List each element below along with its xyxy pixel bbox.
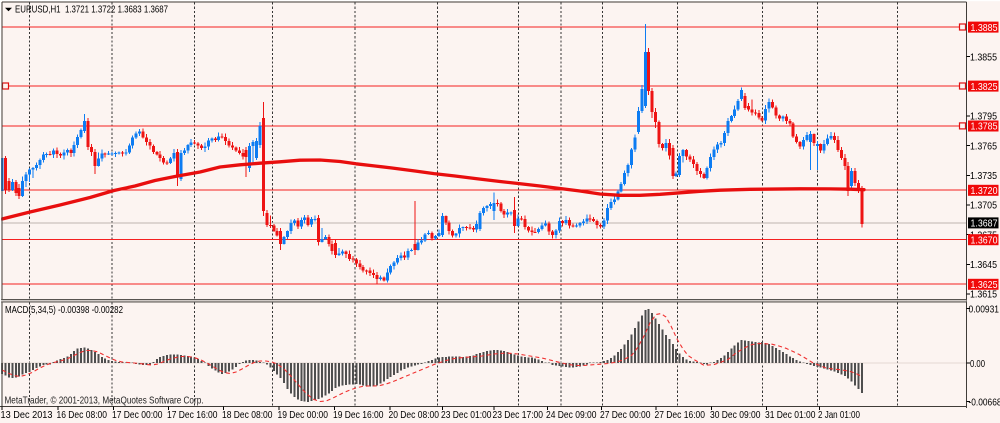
svg-text:1.3645: 1.3645: [970, 259, 997, 271]
svg-text:19 Dec 16:00: 19 Dec 16:00: [333, 409, 384, 421]
svg-text:17 Dec 16:00: 17 Dec 16:00: [167, 409, 218, 421]
svg-text:1.3885: 1.3885: [971, 22, 998, 34]
svg-text:1.3687: 1.3687: [971, 218, 998, 230]
svg-text:1.3720: 1.3720: [971, 185, 998, 197]
svg-text:1.3670: 1.3670: [971, 234, 998, 246]
svg-text:1.3825: 1.3825: [971, 81, 998, 93]
svg-text:1.3735: 1.3735: [970, 170, 997, 182]
svg-text:19 Dec 00:00: 19 Dec 00:00: [278, 409, 329, 421]
svg-text:1.3765: 1.3765: [970, 140, 997, 152]
svg-text:2 Jan 01:00: 2 Jan 01:00: [818, 409, 860, 421]
svg-text:27 Dec 00:00: 27 Dec 00:00: [600, 409, 651, 421]
svg-text:31 Dec 01:00: 31 Dec 01:00: [765, 409, 816, 421]
svg-text:0.00931: 0.00931: [969, 303, 1000, 315]
svg-text:18 Dec 08:00: 18 Dec 08:00: [222, 409, 273, 421]
svg-text:23 Dec 01:00: 23 Dec 01:00: [441, 409, 492, 421]
svg-text:1.3615: 1.3615: [970, 289, 997, 301]
svg-text:MetaTrader, © 2001-2013, MetaQ: MetaTrader, © 2001-2013, MetaQuotes Soft…: [5, 395, 204, 407]
svg-text:1.3785: 1.3785: [971, 121, 998, 133]
svg-text:MACD(5,34,5) -0.00398 -0.00282: MACD(5,34,5) -0.00398 -0.00282: [5, 304, 123, 316]
svg-text:23 Dec 17:00: 23 Dec 17:00: [493, 409, 544, 421]
svg-text:0.00: 0.00: [970, 358, 985, 370]
svg-text:27 Dec 16:00: 27 Dec 16:00: [655, 409, 706, 421]
svg-text:1.3855: 1.3855: [970, 51, 997, 63]
svg-text:1.3705: 1.3705: [970, 200, 997, 212]
svg-text:16 Dec 08:00: 16 Dec 08:00: [57, 409, 108, 421]
svg-text:20 Dec 08:00: 20 Dec 08:00: [389, 409, 440, 421]
svg-text:24 Dec 09:00: 24 Dec 09:00: [546, 409, 597, 421]
svg-text:-0.00668: -0.00668: [969, 396, 1000, 408]
svg-text:EURUSD,H1 1.3721 1.3722 1.368: EURUSD,H1 1.3721 1.3722 1.3683 1.3687: [15, 4, 168, 16]
svg-text:17 Dec 00:00: 17 Dec 00:00: [112, 409, 163, 421]
svg-text:1.3795: 1.3795: [970, 111, 997, 123]
svg-text:1.3625: 1.3625: [971, 279, 998, 291]
svg-text:30 Dec 09:00: 30 Dec 09:00: [710, 409, 761, 421]
svg-text:13 Dec 2013: 13 Dec 2013: [1, 409, 53, 421]
